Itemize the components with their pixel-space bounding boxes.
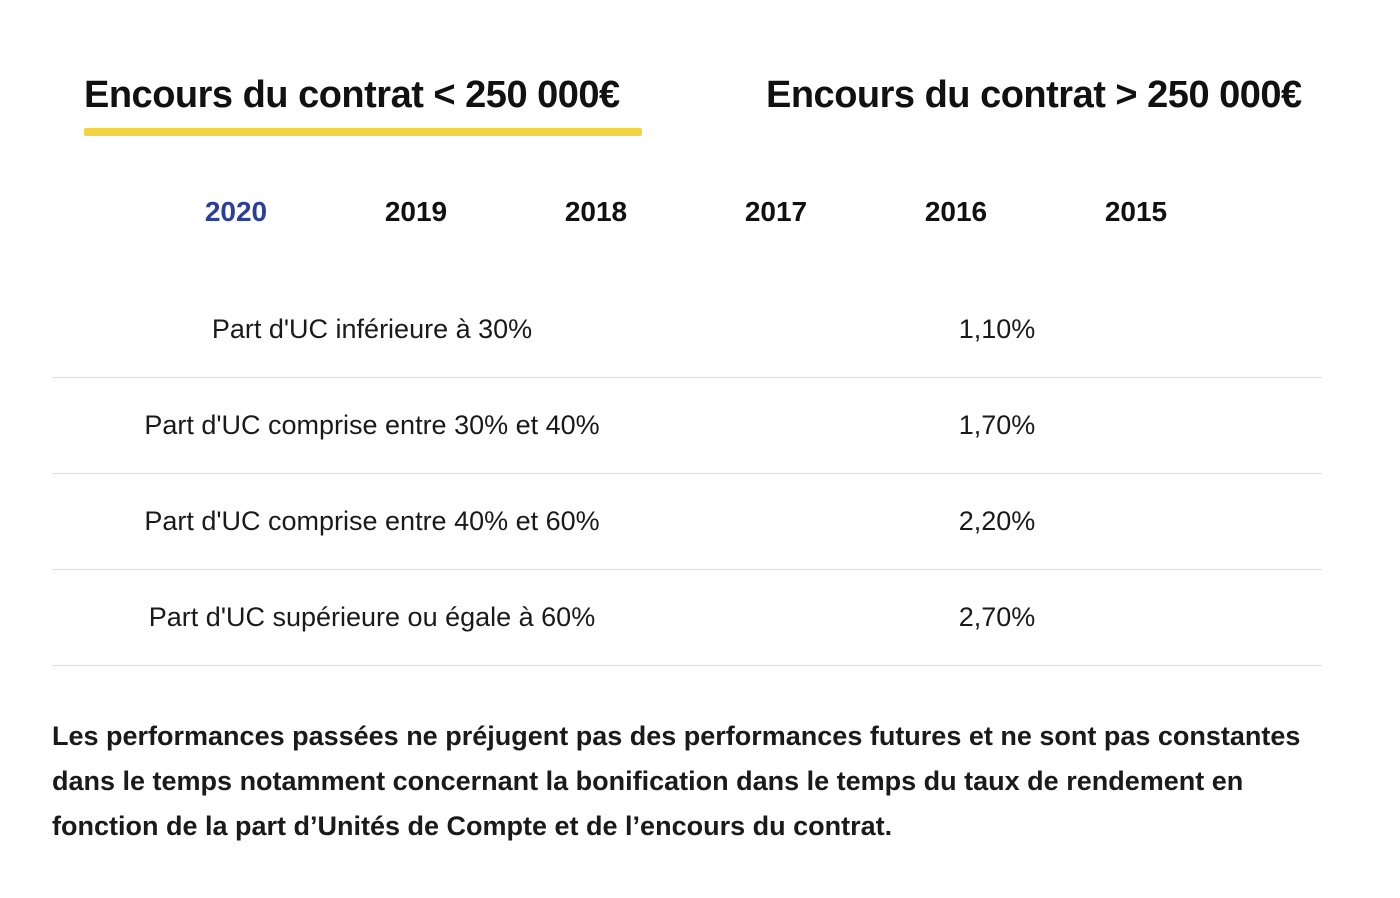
table-row: Part d'UC supérieure ou égale à 60% 2,70… [52, 570, 1322, 666]
active-tab-underline [84, 128, 642, 136]
year-tab-2018[interactable]: 2018 [564, 196, 628, 227]
tab-encours-below-250k[interactable]: Encours du contrat < 250 000€ [84, 74, 620, 116]
contract-amount-tabs: Encours du contrat < 250 000€ Encours du… [0, 0, 1400, 140]
row-value: 2,20% [958, 506, 1036, 536]
row-label: Part d'UC supérieure ou égale à 60% [148, 602, 596, 632]
year-tab-2017[interactable]: 2017 [744, 196, 808, 227]
row-label: Part d'UC comprise entre 40% et 60% [144, 506, 600, 536]
year-tab-2015[interactable]: 2015 [1104, 196, 1168, 227]
year-tabs: 2020 2019 2018 2017 2016 2015 [0, 192, 1400, 232]
performance-disclaimer: Les performances passées ne préjugent pa… [52, 721, 1301, 841]
row-value: 1,70% [958, 410, 1036, 440]
table-row: Part d'UC comprise entre 30% et 40% 1,70… [52, 378, 1322, 474]
bonus-rate-table: Part d'UC inférieure à 30% 1,10% Part d'… [52, 282, 1322, 666]
year-tab-2020[interactable]: 2020 [204, 196, 268, 227]
table-row: Part d'UC comprise entre 40% et 60% 2,20… [52, 474, 1322, 570]
year-tab-2019[interactable]: 2019 [384, 196, 448, 227]
row-value: 1,10% [958, 314, 1036, 344]
table-row: Part d'UC inférieure à 30% 1,10% [52, 282, 1322, 378]
row-label: Part d'UC comprise entre 30% et 40% [144, 410, 600, 440]
year-tab-2016[interactable]: 2016 [924, 196, 988, 227]
tab-encours-above-250k[interactable]: Encours du contrat > 250 000€ [766, 74, 1302, 116]
row-label: Part d'UC inférieure à 30% [211, 314, 533, 344]
row-value: 2,70% [958, 602, 1036, 632]
